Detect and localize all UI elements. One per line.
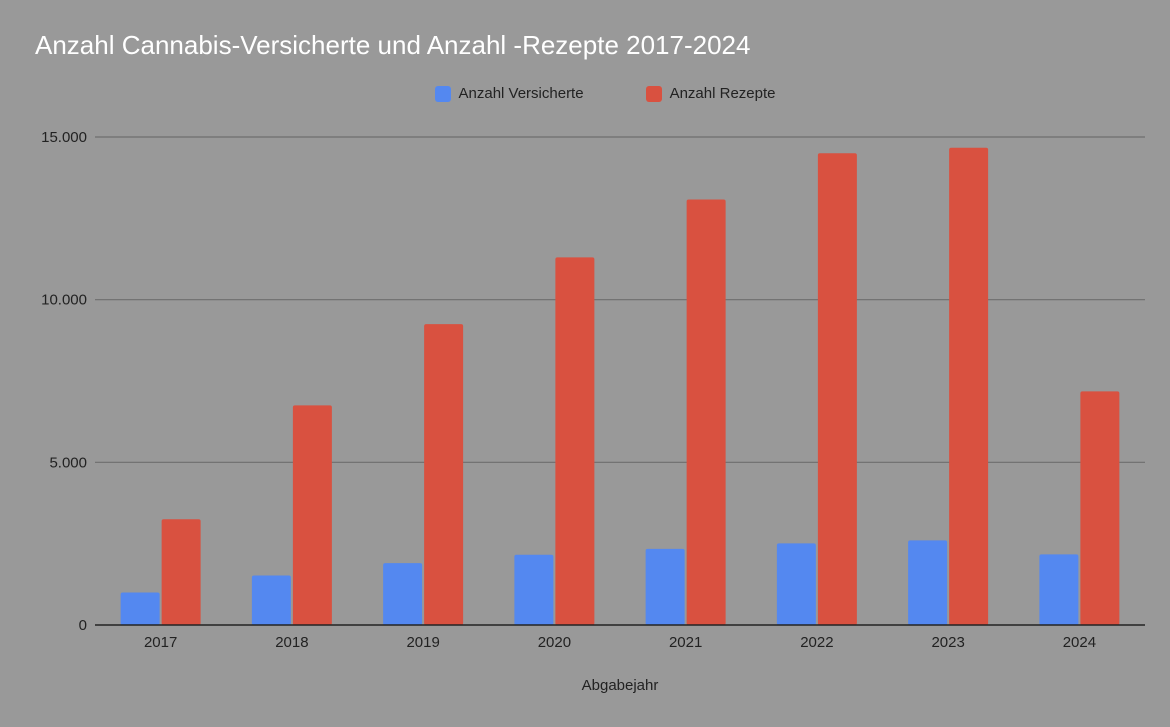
x-tick-label: 2021 (669, 634, 702, 651)
x-tick-label: 2022 (800, 634, 833, 651)
bar-rezepte-2024 (1080, 391, 1120, 625)
bar-rezepte-2021 (686, 199, 726, 626)
chart-title: Anzahl Cannabis-Versicherte und Anzahl -… (35, 30, 751, 60)
y-tick-label: 15.000 (41, 129, 87, 146)
bar-versicherte-2021 (645, 548, 685, 625)
x-tick-label: 2020 (538, 634, 571, 651)
legend-swatch-rezepte (645, 85, 662, 102)
bar-versicherte-2019 (383, 563, 423, 625)
bar-versicherte-2018 (251, 575, 291, 625)
bar-versicherte-2023 (908, 540, 948, 625)
bar-rezepte-2020 (555, 257, 595, 625)
bar-rezepte-2017 (161, 519, 201, 625)
legend-item-versicherte: Anzahl Versicherte (434, 85, 584, 102)
x-tick-label: 2019 (406, 634, 439, 651)
legend-swatch-versicherte (434, 85, 451, 102)
x-tick-label: 2017 (144, 634, 177, 651)
bar-versicherte-2024 (1039, 554, 1079, 625)
bar-versicherte-2017 (120, 592, 160, 625)
x-tick-label: 2023 (931, 634, 964, 651)
x-tick-label: 2018 (275, 634, 308, 651)
bar-rezepte-2022 (817, 153, 857, 625)
x-axis-ticks: 2017 2018 2019 2020 2021 2022 2023 2024 (144, 634, 1096, 651)
y-tick-label: 10.000 (41, 292, 87, 309)
bar-rezepte-2018 (292, 405, 332, 625)
legend: Anzahl Versicherte Anzahl Rezepte (0, 85, 1170, 102)
x-axis-label: Abgabejahr (582, 677, 659, 694)
legend-label-rezepte: Anzahl Rezepte (669, 85, 776, 102)
bars (120, 147, 1120, 626)
legend-label-versicherte: Anzahl Versicherte (458, 85, 584, 102)
x-tick-label: 2024 (1063, 634, 1096, 651)
y-axis-ticks: 0 5.000 10.000 15.000 (41, 129, 87, 634)
bar-versicherte-2020 (514, 554, 554, 625)
bar-versicherte-2022 (776, 543, 816, 625)
bar-rezepte-2019 (424, 324, 464, 625)
y-tick-label: 0 (79, 617, 87, 634)
y-tick-label: 5.000 (49, 454, 87, 471)
legend-item-rezepte: Anzahl Rezepte (645, 85, 776, 102)
bar-rezepte-2023 (949, 147, 989, 625)
